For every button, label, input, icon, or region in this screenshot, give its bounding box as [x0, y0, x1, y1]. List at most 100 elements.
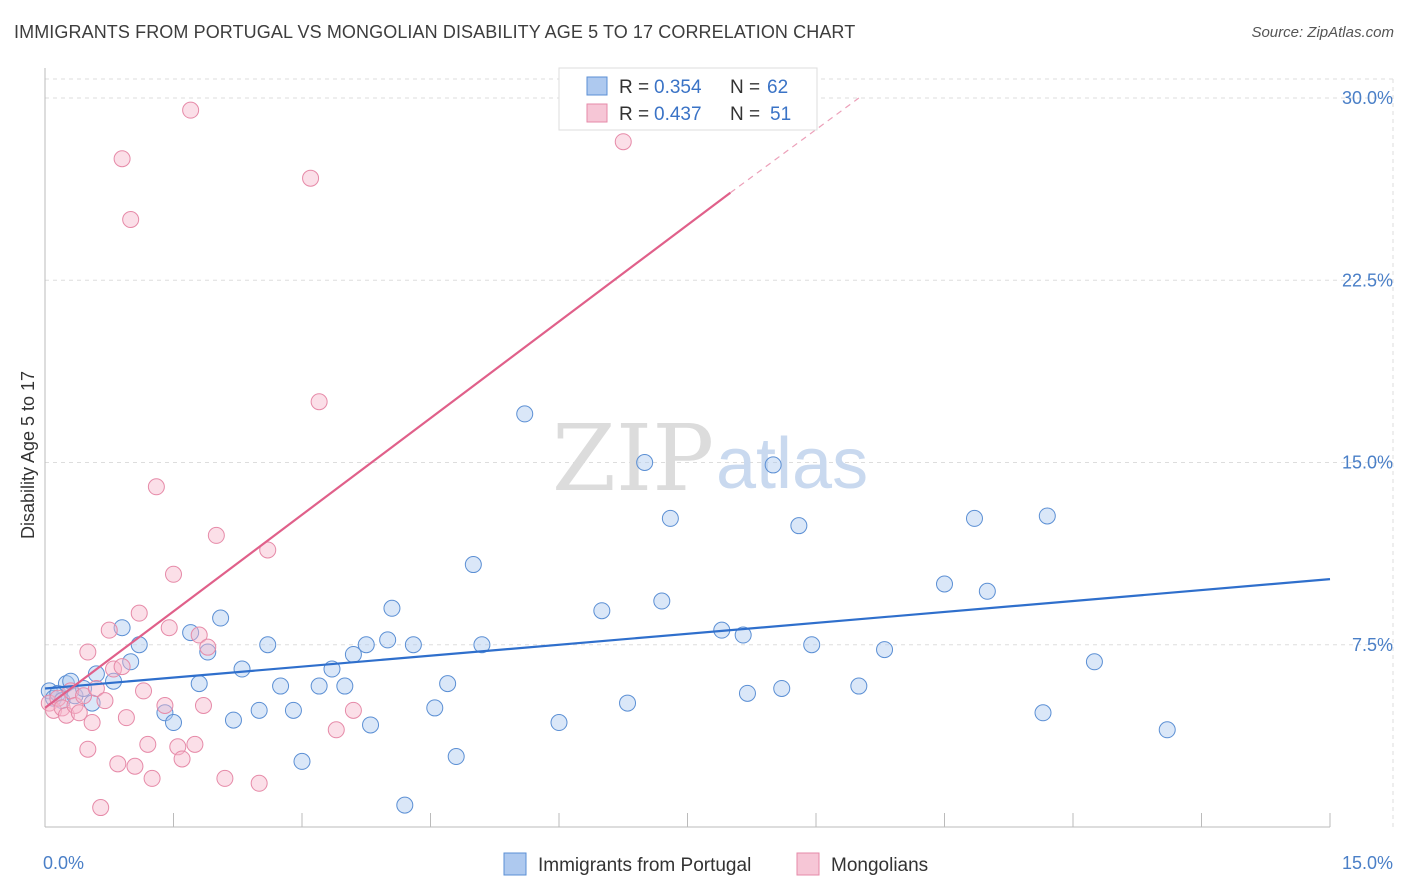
- legend-r-value-mongolians: 0.437: [654, 104, 702, 125]
- portugal-point: [293, 752, 311, 770]
- portugal-point: [1038, 507, 1056, 525]
- legend-n-value-portugal: 62: [767, 77, 788, 98]
- portugal-point: [379, 631, 397, 649]
- mongolian-point: [207, 526, 225, 544]
- mongolian-point: [216, 769, 234, 787]
- mongolian-point: [344, 701, 362, 719]
- mongolian-point: [250, 774, 268, 792]
- portugal-point: [439, 675, 457, 693]
- portugal-point: [1158, 721, 1176, 739]
- legend-r-label-portugal: R =: [619, 77, 649, 98]
- mongolian-point: [79, 740, 97, 758]
- portugal-point: [764, 456, 782, 474]
- portugal-point: [199, 643, 217, 661]
- portugal-point: [473, 636, 491, 654]
- y-tick-label: 7.5%: [1352, 635, 1393, 655]
- portugal-point: [122, 653, 140, 671]
- mongolian-trend-line: [44, 191, 731, 709]
- portugal-point: [259, 636, 277, 654]
- portugal-point: [516, 405, 534, 423]
- legend-swatch-mongolians: [586, 103, 608, 123]
- y-tick-label: 15.0%: [1342, 453, 1393, 473]
- legend-n-label-portugal: N =: [730, 77, 760, 98]
- portugal-point: [426, 699, 444, 717]
- bottom-legend-swatch-portugal: [503, 852, 527, 876]
- mongolian-point: [113, 658, 131, 676]
- mongolian-point: [75, 687, 93, 705]
- mongolian-point: [79, 643, 97, 661]
- legend-swatch-portugal: [586, 76, 608, 96]
- mongolian-point: [160, 619, 178, 637]
- portugal-point: [636, 454, 654, 471]
- mongolian-point: [156, 697, 174, 714]
- portugal-point: [1034, 704, 1052, 722]
- mongolian-point: [199, 638, 217, 656]
- mongolian-point: [614, 133, 632, 151]
- x-tick-label-max: 15.0%: [1342, 853, 1393, 873]
- portugal-point: [876, 641, 894, 659]
- portugal-point: [87, 665, 105, 683]
- portugal-point: [130, 636, 148, 654]
- mongolian-point: [190, 626, 208, 644]
- portugal-point: [447, 748, 465, 766]
- portugal-point: [653, 592, 671, 610]
- mongolian-point: [57, 706, 75, 724]
- mongolian-point: [70, 704, 88, 722]
- data-points: [40, 101, 1176, 817]
- mongolian-point: [100, 621, 118, 639]
- mongolian-point: [173, 750, 191, 768]
- portugal-point: [738, 684, 756, 702]
- bottom-legend-label-mongolians: Mongolians: [831, 855, 928, 876]
- mongolian-trend-extension: [729, 97, 860, 194]
- portugal-point: [965, 509, 983, 527]
- portugal-trend-line: [44, 578, 1331, 690]
- mongolian-point: [194, 697, 212, 714]
- mongolian-point: [109, 755, 127, 773]
- mongolian-point: [165, 565, 182, 583]
- portugal-point: [404, 636, 422, 654]
- mongolian-point: [96, 692, 114, 710]
- portugal-point: [272, 677, 290, 695]
- portugal-point: [212, 609, 230, 627]
- portugal-point: [233, 660, 251, 678]
- legend-n-label-mongolians: N =: [730, 104, 760, 125]
- portugal-point: [773, 679, 791, 697]
- axes: [44, 68, 1331, 828]
- mongolian-point: [327, 721, 345, 739]
- portugal-point: [803, 636, 821, 654]
- mongolian-point: [143, 769, 161, 787]
- mongolian-point: [122, 211, 140, 228]
- portugal-point: [936, 575, 953, 593]
- portugal-point: [850, 677, 868, 695]
- portugal-point: [978, 582, 996, 600]
- portugal-point: [790, 517, 808, 535]
- portugal-point: [593, 602, 611, 620]
- mongolian-point: [302, 169, 320, 187]
- bottom-legend: Immigrants from Portugal Mongolians: [503, 852, 928, 876]
- portugal-point: [464, 556, 482, 574]
- mongolian-point: [259, 541, 277, 559]
- mongolian-point: [92, 799, 110, 817]
- mongolian-point: [126, 757, 144, 775]
- portugal-point: [550, 714, 568, 732]
- trend-lines: [44, 97, 1331, 709]
- mongolian-point: [83, 714, 101, 732]
- legend: R = 0.354 N = 62 R = 0.437 N = 51: [558, 67, 818, 131]
- y-tick-label: 22.5%: [1342, 270, 1393, 290]
- portugal-point: [113, 619, 131, 637]
- legend-n-value-mongolians: 51: [770, 104, 791, 125]
- portugal-point: [396, 796, 414, 814]
- chart-title: IMMIGRANTS FROM PORTUGAL VS MONGOLIAN DI…: [14, 22, 856, 42]
- portugal-point: [362, 716, 380, 734]
- watermark-zip: ZIP: [552, 405, 714, 512]
- watermark-atlas: atlas: [716, 424, 868, 504]
- portugal-point: [165, 714, 182, 732]
- portugal-point: [383, 599, 401, 617]
- y-tick-label: 30.0%: [1342, 88, 1393, 108]
- y-axis-label: Disability Age 5 to 17: [18, 371, 38, 539]
- mongolian-point: [182, 101, 200, 119]
- portugal-point: [250, 701, 268, 719]
- portugal-point: [661, 509, 679, 527]
- chart-source: Source: ZipAtlas.com: [1251, 24, 1394, 41]
